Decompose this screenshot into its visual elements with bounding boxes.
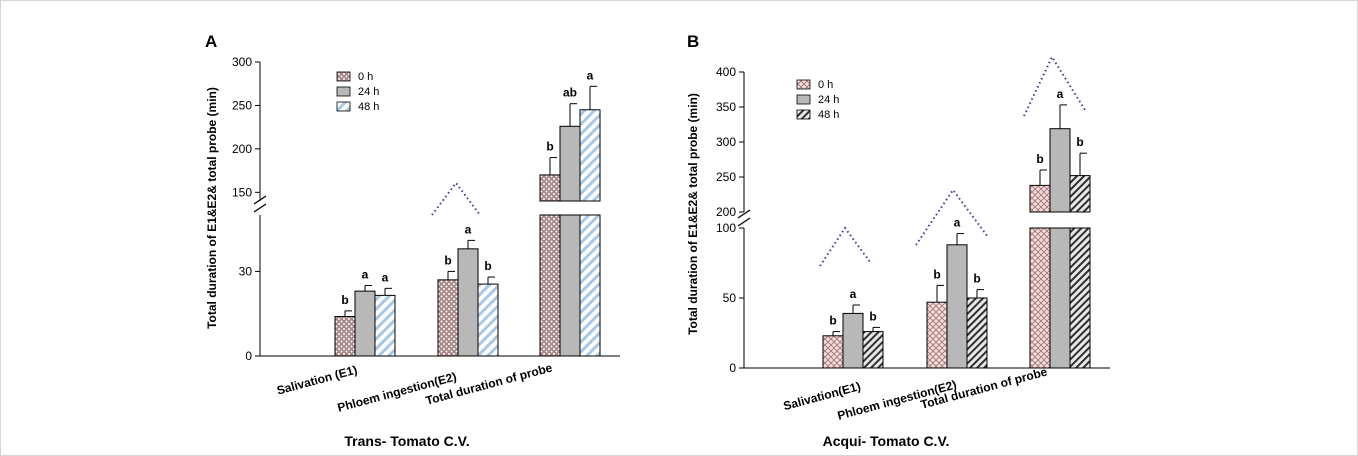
significance-letter: a bbox=[382, 270, 389, 284]
significance-letter: b bbox=[973, 272, 980, 286]
bar-0h-cat2-upper bbox=[539, 174, 561, 202]
significance-letter: b bbox=[546, 140, 553, 154]
bar-24h-cat0 bbox=[354, 290, 376, 357]
bar-48h-cat2-lower bbox=[579, 214, 601, 357]
y-tick-label: 250 bbox=[232, 98, 252, 112]
bar-48h-cat2-upper bbox=[579, 109, 601, 202]
panel-a-legend: 0 h 24 h 48 h bbox=[336, 71, 379, 113]
axis-break-mark bbox=[253, 195, 267, 205]
bar-0h-cat2-lower bbox=[1029, 227, 1051, 369]
significance-letter: a bbox=[362, 268, 369, 282]
y-tick-label: 0 bbox=[729, 361, 736, 375]
bar-48h-cat2-lower bbox=[1069, 227, 1091, 369]
legend-swatch-24h bbox=[336, 86, 351, 97]
panel-b-dotted-marker-total bbox=[1023, 54, 1086, 117]
panel-a-dotted-marker bbox=[431, 181, 481, 216]
bar-24h-cat2-upper bbox=[559, 125, 581, 202]
significance-letter: b bbox=[444, 253, 451, 267]
significance-letter: a bbox=[465, 222, 472, 236]
legend-label-0h: 0 h bbox=[818, 79, 833, 91]
bar-48h-cat0 bbox=[862, 331, 884, 369]
y-tick-label: 350 bbox=[716, 100, 736, 114]
bar-24h-cat2-upper bbox=[1049, 128, 1071, 213]
bar-24h-cat0 bbox=[842, 312, 864, 369]
bar-48h-cat2-upper bbox=[1069, 175, 1091, 213]
bar-0h-cat1 bbox=[437, 279, 459, 357]
significance-letter: b bbox=[484, 259, 491, 273]
legend-label-0h: 0 h bbox=[358, 71, 373, 83]
legend-label-24h: 24 h bbox=[358, 86, 379, 98]
significance-letter: b bbox=[341, 293, 348, 307]
panel-b-dotted-marker-e2 bbox=[915, 188, 989, 246]
axis-break-mark bbox=[737, 209, 751, 219]
y-tick-label: 250 bbox=[716, 170, 736, 184]
significance-letter: b bbox=[933, 267, 940, 281]
legend-swatch-48h bbox=[796, 109, 811, 120]
bar-0h-cat2-upper bbox=[1029, 184, 1051, 213]
legend-swatch-24h bbox=[796, 94, 811, 105]
legend-label-48h: 48 h bbox=[358, 101, 379, 113]
bar-0h-cat0 bbox=[334, 316, 356, 357]
panel-b-dotted-marker-e1 bbox=[819, 226, 871, 267]
x-category-label: Salivation (E1) bbox=[275, 363, 358, 398]
significance-letter: a bbox=[1057, 87, 1064, 101]
bar-48h-cat1 bbox=[477, 283, 499, 357]
bar-48h-cat0 bbox=[374, 294, 396, 357]
y-tick-label: 300 bbox=[716, 135, 736, 149]
legend-label-48h: 48 h bbox=[818, 109, 839, 121]
significance-letter: b bbox=[1036, 152, 1043, 166]
bar-0h-cat2-lower bbox=[539, 214, 561, 357]
y-tick-label: 50 bbox=[723, 291, 737, 305]
panel-b-axes: 0 50 100 200 250 300 350 400 bbox=[716, 65, 1110, 375]
y-tick-label: 0 bbox=[245, 349, 252, 363]
panel-b-y-axis-label: Total duration of E1&E2& total probe (mi… bbox=[686, 93, 700, 335]
axis-break-mark bbox=[737, 217, 751, 227]
significance-letter: a bbox=[850, 287, 857, 301]
legend-swatch-48h bbox=[336, 101, 351, 112]
y-tick-label: 200 bbox=[232, 142, 252, 156]
significance-letter: b bbox=[1076, 135, 1083, 149]
bar-24h-cat1 bbox=[457, 248, 479, 357]
bar-24h-cat1 bbox=[946, 244, 968, 369]
significance-letter: a bbox=[587, 68, 594, 82]
legend-swatch-0h bbox=[336, 71, 351, 82]
axis-break-mark bbox=[253, 203, 267, 213]
panel-a-y-axis-label: Total duration of E1&E2& total probe (mi… bbox=[205, 87, 219, 329]
legend-swatch-0h bbox=[796, 79, 811, 90]
panel-b-legend: 0 h 24 h 48 h bbox=[796, 79, 839, 121]
y-tick-label: 200 bbox=[716, 205, 736, 219]
panel-a-caption: Trans- Tomato C.V. bbox=[344, 433, 469, 449]
y-tick-label: 150 bbox=[232, 185, 252, 199]
panel-b-caption: Acqui- Tomato C.V. bbox=[823, 433, 950, 449]
bar-0h-cat1 bbox=[926, 301, 948, 369]
bar-48h-cat1 bbox=[966, 297, 988, 369]
panel-a-axes: 0 30 150 200 250 300 bbox=[232, 55, 620, 363]
significance-letter: ab bbox=[563, 86, 577, 100]
significance-letter: a bbox=[954, 216, 961, 230]
y-tick-label: 300 bbox=[232, 55, 252, 69]
y-tick-label: 400 bbox=[716, 65, 736, 79]
panel-label-b: B bbox=[687, 32, 699, 51]
panel-label-a: A bbox=[205, 32, 217, 51]
y-tick-label: 30 bbox=[239, 264, 253, 278]
bar-24h-cat2-lower bbox=[1049, 227, 1071, 369]
bar-0h-cat0 bbox=[822, 335, 844, 369]
legend-label-24h: 24 h bbox=[818, 94, 839, 106]
significance-letter: b bbox=[829, 314, 836, 328]
bar-24h-cat2-lower bbox=[559, 214, 581, 357]
significance-letter: b bbox=[869, 309, 876, 323]
y-tick-label: 100 bbox=[716, 221, 736, 235]
